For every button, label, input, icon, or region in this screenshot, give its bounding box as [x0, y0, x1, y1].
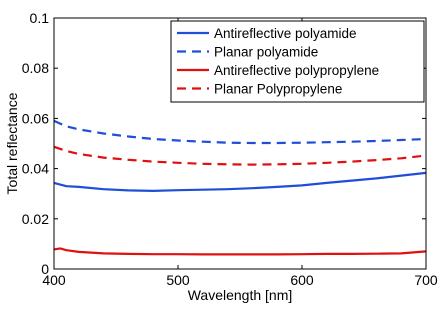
- y-tick-label: 0: [41, 261, 49, 277]
- y-tick-label: 0.1: [30, 10, 50, 26]
- legend: Antireflective polyamide Planar polyamide…: [170, 20, 425, 103]
- x-axis-label: Wavelength [nm]: [188, 287, 293, 303]
- x-tick-label: 400: [42, 272, 66, 288]
- series-line: [53, 119, 427, 145]
- legend-entry: Planar Polypropylene: [214, 82, 342, 97]
- y-tick-label: 0.02: [22, 211, 49, 227]
- series-lines: [53, 119, 427, 256]
- y-tick-label: 0.06: [22, 110, 49, 126]
- series-line: [53, 145, 427, 166]
- y-axis-label: Total reflectance: [4, 92, 20, 194]
- legend-entry: Antireflective polyamide: [214, 26, 357, 41]
- legend-entry: Planar polyamide: [214, 45, 318, 60]
- x-tick-label: 600: [290, 272, 314, 288]
- legend-entry: Antireflective polypropylene: [214, 63, 379, 78]
- plot-frame: [53, 17, 427, 270]
- axis-ticks: 400 500 600 700 0 0.02 0.04 0.06 0.08 0.1: [22, 10, 438, 288]
- y-tick-label: 0.04: [22, 161, 49, 177]
- series-line: [53, 171, 427, 192]
- x-tick-label: 500: [166, 272, 190, 288]
- legend-box: [170, 20, 425, 103]
- y-tick-label: 0.08: [22, 60, 49, 76]
- x-tick-label: 700: [414, 272, 438, 288]
- series-line: [53, 247, 427, 256]
